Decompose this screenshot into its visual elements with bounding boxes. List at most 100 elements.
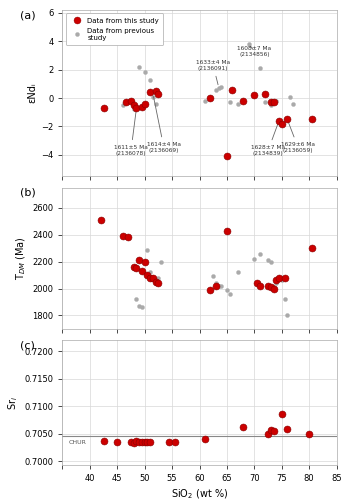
Point: [128, 438, 134, 446]
Point: [271, 427, 276, 435]
Text: 1608±7 Ma
(2134856): 1608±7 Ma (2134856): [237, 46, 271, 56]
Point: [134, 296, 139, 304]
Text: 1629±6 Ma
(2136059): 1629±6 Ma (2136059): [281, 122, 315, 153]
Text: (b): (b): [20, 188, 36, 198]
Point: [282, 296, 287, 304]
Point: [120, 232, 126, 240]
Point: [136, 438, 142, 446]
Point: [155, 274, 161, 282]
Point: [252, 91, 257, 99]
Point: [230, 86, 235, 94]
Point: [134, 438, 139, 446]
Point: [142, 438, 147, 446]
Point: [240, 423, 246, 431]
Point: [252, 255, 257, 263]
Point: [279, 410, 285, 418]
Point: [273, 279, 279, 287]
Point: [224, 286, 230, 294]
Point: [147, 438, 153, 446]
Point: [213, 86, 219, 94]
Point: [158, 258, 164, 266]
Point: [268, 258, 273, 266]
Point: [123, 98, 128, 106]
Point: [290, 100, 296, 108]
Point: [136, 302, 142, 310]
Text: (c): (c): [20, 340, 35, 350]
Point: [139, 267, 145, 275]
Point: [268, 101, 273, 109]
Point: [115, 438, 120, 446]
Point: [153, 279, 159, 287]
Point: [271, 283, 276, 291]
Point: [268, 98, 273, 106]
Y-axis label: T$_{DM}$ (Ma): T$_{DM}$ (Ma): [15, 236, 28, 280]
Point: [139, 438, 145, 446]
Point: [208, 286, 213, 294]
Text: CHUR: CHUR: [69, 440, 87, 444]
Point: [147, 268, 153, 276]
Point: [279, 276, 285, 284]
Point: [309, 244, 315, 252]
Point: [219, 282, 224, 290]
Point: [224, 226, 230, 234]
Point: [208, 94, 213, 102]
Point: [213, 282, 219, 290]
Point: [131, 439, 136, 447]
Text: 1628±7 Ma
(2134839): 1628±7 Ma (2134839): [251, 124, 285, 156]
Point: [227, 290, 232, 298]
Point: [309, 116, 315, 124]
Point: [279, 120, 285, 128]
Point: [136, 63, 142, 71]
Point: [213, 279, 219, 287]
Point: [167, 438, 172, 446]
Point: [285, 426, 290, 434]
Point: [145, 246, 150, 254]
Point: [202, 436, 208, 444]
Point: [216, 84, 221, 92]
Point: [271, 98, 276, 106]
Point: [131, 263, 136, 271]
Point: [254, 279, 260, 287]
Point: [265, 282, 271, 290]
Point: [257, 250, 263, 258]
Point: [155, 279, 161, 287]
X-axis label: SiO$_2$ (wt %): SiO$_2$ (wt %): [171, 487, 228, 500]
Point: [142, 258, 147, 266]
Point: [139, 102, 145, 110]
Point: [120, 101, 126, 109]
Point: [235, 100, 241, 108]
Point: [219, 82, 224, 90]
Point: [134, 104, 139, 112]
Point: [153, 278, 159, 286]
Point: [268, 426, 273, 434]
Point: [134, 264, 139, 272]
Point: [150, 92, 156, 100]
Text: 1614±4 Ma
(2136069): 1614±4 Ma (2136069): [147, 96, 181, 153]
Point: [145, 438, 150, 446]
Point: [172, 438, 178, 446]
Point: [276, 274, 282, 282]
Point: [265, 256, 271, 264]
Point: [153, 87, 159, 95]
Point: [235, 268, 241, 276]
Point: [202, 97, 208, 105]
Point: [145, 271, 150, 279]
Point: [153, 100, 159, 108]
Point: [147, 274, 153, 282]
Point: [285, 116, 290, 124]
Point: [263, 98, 268, 106]
Legend: Data from this study, Data from previous
study: Data from this study, Data from previous…: [66, 14, 163, 45]
Point: [246, 40, 252, 48]
Point: [276, 117, 282, 125]
Point: [98, 216, 104, 224]
Point: [240, 97, 246, 105]
Text: (a): (a): [20, 10, 36, 20]
Point: [224, 152, 230, 160]
Y-axis label: Sr$_i$: Sr$_i$: [7, 396, 20, 410]
Point: [131, 106, 136, 114]
Point: [101, 104, 106, 112]
Point: [227, 98, 232, 106]
Point: [136, 256, 142, 264]
Point: [265, 430, 271, 438]
Point: [285, 312, 290, 320]
